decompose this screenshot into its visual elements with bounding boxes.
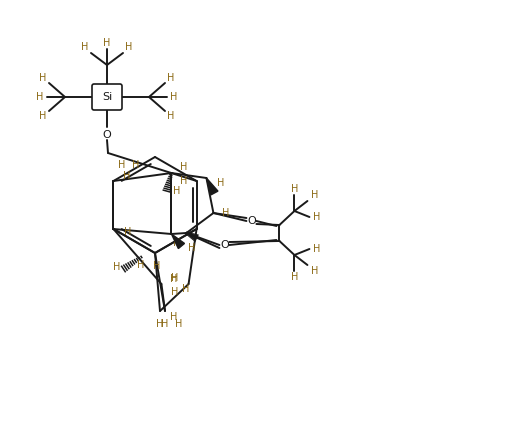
Text: H: H (179, 176, 187, 186)
Text: H: H (124, 227, 131, 237)
Text: H: H (216, 178, 224, 188)
Text: H: H (137, 260, 144, 270)
Text: H: H (310, 266, 318, 276)
Text: H: H (179, 162, 187, 172)
Text: H: H (36, 92, 43, 102)
Text: H: H (125, 42, 132, 52)
Text: H: H (156, 319, 163, 329)
Text: H: H (81, 42, 88, 52)
Text: H: H (172, 186, 180, 196)
Text: O: O (246, 216, 256, 226)
Text: H: H (310, 190, 318, 200)
Text: O: O (103, 130, 111, 140)
Text: H: H (103, 38, 111, 48)
Text: H: H (221, 208, 229, 218)
Text: H: H (39, 111, 46, 121)
Text: H: H (172, 238, 180, 248)
Text: H: H (113, 262, 120, 272)
Polygon shape (171, 234, 184, 249)
Text: H: H (312, 212, 320, 222)
Text: H: H (290, 184, 297, 194)
Text: H: H (39, 73, 46, 83)
Text: H: H (290, 272, 297, 282)
Text: Si: Si (102, 92, 112, 102)
Text: O: O (220, 240, 228, 250)
Text: H: H (123, 171, 130, 181)
Text: H: H (169, 274, 177, 284)
Text: H: H (170, 312, 177, 322)
Text: H: H (171, 287, 178, 297)
Text: H: H (167, 73, 174, 83)
Polygon shape (206, 178, 218, 195)
Text: H: H (171, 273, 178, 283)
Text: H: H (312, 244, 320, 254)
Text: H: H (161, 319, 168, 329)
Text: H: H (187, 243, 195, 253)
Text: H: H (167, 111, 174, 121)
Text: H: H (153, 261, 161, 271)
Text: H: H (170, 92, 177, 102)
Text: H: H (175, 319, 182, 329)
Text: H: H (131, 160, 139, 170)
Text: H: H (118, 160, 125, 170)
FancyBboxPatch shape (92, 84, 122, 110)
Text: H: H (181, 284, 189, 294)
